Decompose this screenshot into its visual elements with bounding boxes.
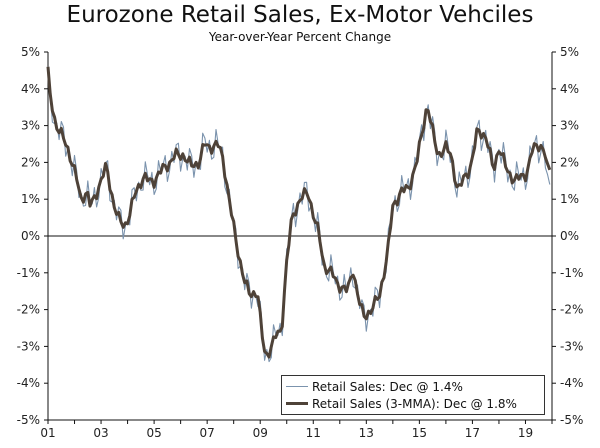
y-tick-label-right: -5% [560, 413, 583, 427]
y-tick-label-left: -1% [17, 266, 40, 280]
x-tick-label: 03 [93, 426, 108, 440]
x-tick-label: 11 [306, 426, 321, 440]
y-tick-label-left: 4% [21, 82, 40, 96]
axes-layer: 5% 5% 4% 4% 3% 3% 2% 2% 1% 1% 0% 0% -1% -1% -2% -2% -3% -… [17, 45, 584, 440]
y-tick-label-right: 3% [560, 119, 579, 133]
y-tick-label-left: -2% [17, 303, 40, 317]
x-tick-label: 05 [146, 426, 161, 440]
y-tick-label-right: 4% [560, 82, 579, 96]
y-tick-label-right: 2% [560, 155, 579, 169]
series-line-monthly [47, 66, 551, 363]
legend-item-mma: Retail Sales (3-MMA): Dec @ 1.8% [282, 395, 544, 412]
series-line-3mma [46, 66, 552, 359]
y-tick-label-left: -3% [17, 339, 40, 353]
y-tick-label-right: 0% [560, 229, 579, 243]
y-tick-label-right: 5% [560, 45, 579, 59]
legend-swatch-mma [286, 402, 308, 405]
y-tick-label-left: -4% [17, 376, 40, 390]
x-tick-label: 09 [253, 426, 268, 440]
x-tick-label: 15 [412, 426, 427, 440]
y-tick-label-right: -2% [560, 303, 583, 317]
y-tick-label-right: -4% [560, 376, 583, 390]
y-tick-label-left: 2% [21, 155, 40, 169]
legend: Retail Sales: Dec @ 1.4% Retail Sales (3… [281, 375, 545, 415]
y-tick-label-right: -3% [560, 339, 583, 353]
y-tick-label-left: 0% [21, 229, 40, 243]
x-tick-label: 17 [465, 426, 480, 440]
chart-title: Eurozone Retail Sales, Ex-Motor Vehciles [66, 2, 534, 28]
x-tick-label: 01 [40, 426, 55, 440]
legend-item-monthly: Retail Sales: Dec @ 1.4% [282, 378, 544, 395]
y-tick-label-left: 5% [21, 45, 40, 59]
y-tick-label-right: 1% [560, 192, 579, 206]
legend-label-monthly: Retail Sales: Dec @ 1.4% [312, 379, 463, 394]
legend-label-mma: Retail Sales (3-MMA): Dec @ 1.8% [312, 396, 517, 411]
x-tick-label: 07 [200, 426, 215, 440]
chart-subtitle: Year-over-Year Percent Change [208, 30, 392, 44]
y-tick-label-left: -5% [17, 413, 40, 427]
legend-swatch-monthly [286, 386, 308, 387]
y-tick-label-left: 1% [21, 192, 40, 206]
x-tick-label: 19 [518, 426, 533, 440]
y-tick-label-left: 3% [21, 119, 40, 133]
y-tick-label-right: -1% [560, 266, 583, 280]
series-layer [46, 66, 552, 363]
x-tick-label: 13 [359, 426, 374, 440]
